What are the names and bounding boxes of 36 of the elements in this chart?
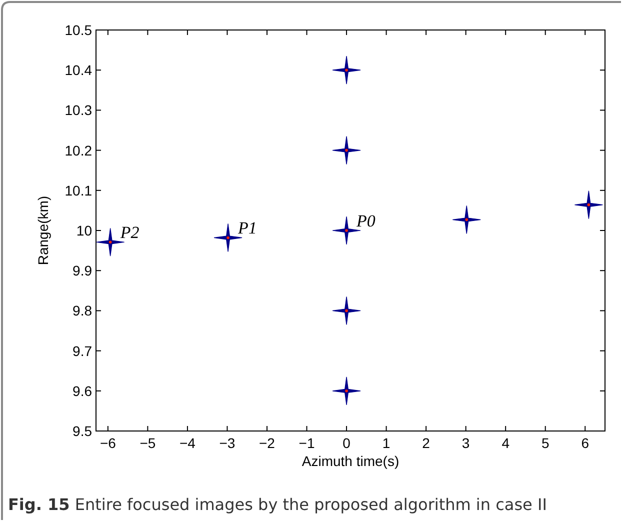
x-tick-label: −5 (140, 435, 156, 451)
y-tick-label: 10.3 (64, 102, 92, 118)
y-tick-label: 10.1 (64, 182, 92, 198)
point (332, 56, 361, 84)
x-tick-label: −4 (179, 435, 196, 451)
x-tick-label: −1 (298, 435, 315, 451)
annotation: P1 (237, 218, 257, 238)
annotation: P0 (356, 212, 376, 230)
y-tick-label: 10.5 (64, 22, 92, 38)
y-tick-label: 9.8 (72, 302, 92, 319)
y-tick-label: 10.2 (64, 142, 92, 158)
x-tick-label: −6 (100, 435, 116, 451)
x-tick-label: −3 (219, 435, 236, 451)
y-tick-label: 10 (76, 222, 92, 238)
y-tick-label: 9.9 (72, 262, 92, 279)
x-tick-label: 5 (541, 435, 550, 451)
point (332, 136, 361, 165)
x-axis-title: Azimuth time(s) (302, 453, 400, 469)
point (452, 205, 481, 234)
x-tick-label: −2 (259, 435, 276, 451)
x-tick-label: 0 (342, 435, 351, 451)
y-tick-label: 9.5 (72, 423, 92, 439)
x-tick-label: 6 (581, 435, 590, 451)
x-tick-label: 4 (502, 435, 510, 451)
y-tick-label: 9.6 (72, 382, 92, 399)
caption: Fig. 15 Entire focused images by the proposed algorithm in case II (8, 495, 547, 514)
point (574, 190, 603, 220)
x-tick-label: 3 (462, 435, 470, 451)
annotation: P2 (119, 223, 140, 242)
y-axis-title: Range(km) (35, 196, 51, 266)
y-tick-label: 9.7 (72, 342, 92, 359)
point (332, 376, 361, 406)
point (332, 296, 361, 325)
y-tick-label: 10.4 (64, 62, 92, 78)
x-tick-label: 2 (422, 435, 430, 451)
x-tick-label: 1 (382, 435, 390, 451)
